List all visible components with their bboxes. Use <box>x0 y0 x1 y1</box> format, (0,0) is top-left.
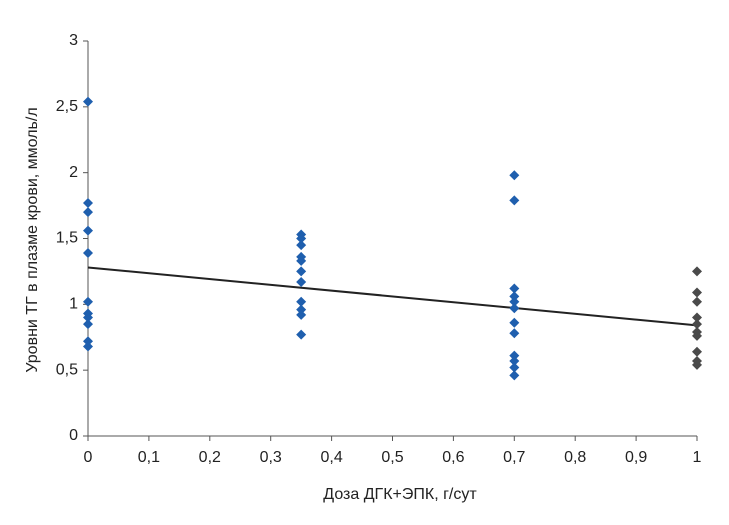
x-tick-label: 0,7 <box>503 449 525 466</box>
data-point <box>509 170 520 181</box>
x-tick-label: 0,6 <box>442 449 464 466</box>
data-point <box>509 303 520 314</box>
data-point <box>509 350 520 361</box>
data-point <box>83 207 93 218</box>
x-tick-label: 1 <box>693 449 702 466</box>
x-tick-label: 0,3 <box>260 449 282 466</box>
data-point <box>83 319 93 330</box>
data-point <box>83 225 93 236</box>
x-tick-label: 0,8 <box>564 449 586 466</box>
data-point <box>296 309 307 320</box>
data-point <box>296 304 307 315</box>
data-point <box>83 197 93 208</box>
y-axis-label: Уровни ТГ в плазме крови, ммоль/л <box>24 107 41 372</box>
data-point <box>692 359 702 370</box>
data-point <box>296 240 307 251</box>
x-axis-label: Доза ДГК+ЭПК, г/сут <box>323 486 477 503</box>
data-point <box>692 346 702 357</box>
data-point <box>509 370 520 381</box>
data-point <box>509 296 520 307</box>
trend-line <box>87 266 698 327</box>
y-tick-label: 0,5 <box>56 361 78 378</box>
x-tick-label: 0,1 <box>138 449 160 466</box>
data-point <box>296 329 307 340</box>
data-point <box>509 283 520 294</box>
data-point <box>83 96 93 107</box>
x-tick-label: 0,2 <box>199 449 221 466</box>
data-point <box>83 247 93 258</box>
data-point <box>83 341 93 352</box>
data-point <box>692 319 702 330</box>
y-tick-label: 2,5 <box>56 98 78 115</box>
x-tick-label: 0,5 <box>381 449 403 466</box>
data-point <box>692 330 702 341</box>
data-point <box>509 355 520 366</box>
x-tick-label: 0,9 <box>625 449 647 466</box>
data-point <box>83 296 93 307</box>
y-tick-label: 3 <box>69 32 78 49</box>
y-tick-label: 1,5 <box>56 230 78 247</box>
data-point <box>296 296 307 307</box>
data-point <box>509 291 520 302</box>
x-tick-label: 0,4 <box>320 449 342 466</box>
data-point <box>296 233 307 244</box>
data-point <box>296 255 307 266</box>
y-tick-label: 2 <box>69 164 78 181</box>
data-point <box>692 312 702 323</box>
y-tick-label: 0 <box>69 427 78 444</box>
data-point <box>692 296 702 307</box>
data-point <box>692 287 702 298</box>
data-point <box>509 328 520 339</box>
data-point <box>296 276 307 287</box>
data-point <box>83 312 93 323</box>
y-tick-label: 1 <box>69 296 78 313</box>
data-point <box>509 195 520 206</box>
data-point <box>509 317 520 328</box>
data-point <box>509 362 520 373</box>
data-point <box>83 336 93 347</box>
x-tick-label: 0 <box>84 449 93 466</box>
data-point <box>692 266 702 277</box>
data-point <box>296 266 307 277</box>
